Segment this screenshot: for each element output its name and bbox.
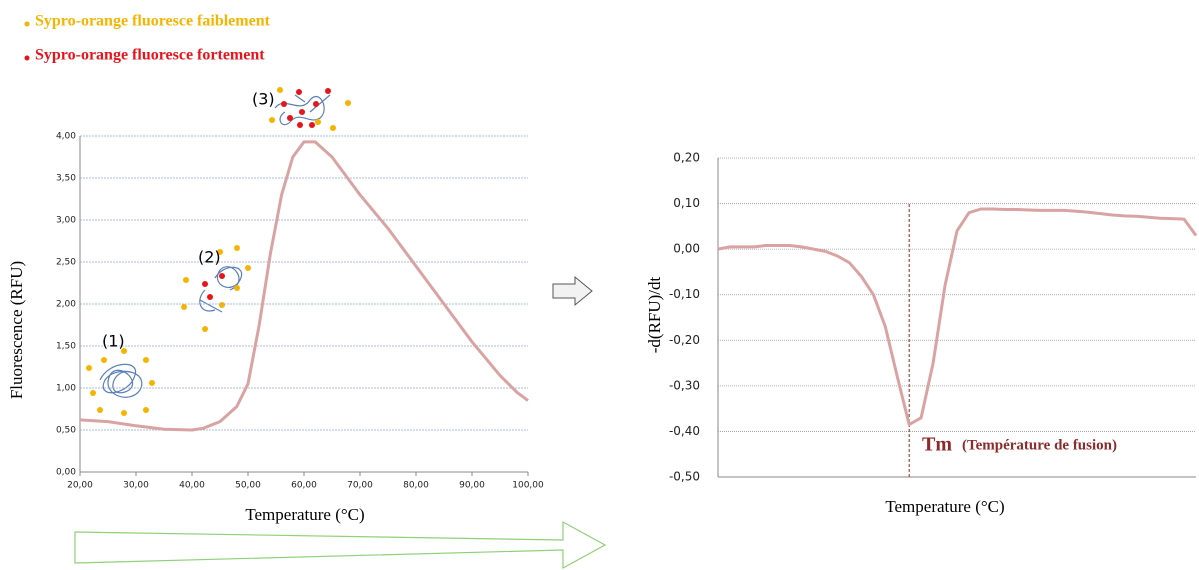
y-tick-label: 3,50 <box>56 174 76 184</box>
x-tick-label: 70,00 <box>347 481 373 491</box>
x-axis-title: Temperature (°C) <box>885 497 1004 516</box>
legend: Sypro-orange fluoresce faiblement Sypro-… <box>24 13 271 64</box>
y-tick-label: 2,50 <box>56 258 76 268</box>
annotation: (3) <box>252 90 275 109</box>
y-tick-label: 0,20 <box>673 151 700 165</box>
y-tick-label: -0,40 <box>669 424 700 438</box>
annotation: (2) <box>198 248 221 267</box>
legend-text: Sypro-orange fluoresce faiblement <box>35 13 271 30</box>
x-tick-label: 90,00 <box>459 481 485 491</box>
protein-unfolded-1 <box>99 363 143 398</box>
x-tick-label: 40,00 <box>179 481 205 491</box>
y-tick-label: -0,10 <box>669 287 700 301</box>
x-tick-label: 80,00 <box>403 481 429 491</box>
x-tick-label: 50,00 <box>235 481 261 491</box>
legend-bullet <box>24 21 30 27</box>
x-tick-label: 30,00 <box>123 481 149 491</box>
y-tick-label: 2,00 <box>56 300 76 310</box>
annotation: (Température de fusion) <box>962 437 1117 453</box>
x-tick-label: 60,00 <box>291 481 317 491</box>
y-tick-label: 0,50 <box>56 426 76 436</box>
y-tick-label: 3,00 <box>56 216 76 226</box>
legend-text: Sypro-orange fluoresce fortement <box>35 47 265 64</box>
y-axis-title: -d(RFU)/dt <box>645 276 664 353</box>
legend-bullet <box>24 55 30 61</box>
y-tick-label: 0,00 <box>56 468 76 478</box>
x-axis-title: Temperature (°C) <box>245 505 364 524</box>
y-tick-label: 0,00 <box>673 242 700 256</box>
y-tick-label: 0,10 <box>673 196 700 210</box>
transition-arrow <box>552 275 593 307</box>
x-tick-label: 100,00 <box>512 481 544 491</box>
y-tick-label: -0,20 <box>669 333 700 347</box>
x-tick-label: 20,00 <box>67 481 93 491</box>
annotation: (1) <box>102 332 125 351</box>
y-tick-label: 1,00 <box>56 384 76 394</box>
protein-partial-2 <box>199 266 243 313</box>
data-line <box>79 140 529 432</box>
y-tick-label: 4,00 <box>56 132 76 142</box>
y-axis-title: Fluorescence (RFU) <box>7 261 26 399</box>
protein-unfolded-3 <box>274 94 331 126</box>
y-tick-label: 1,50 <box>56 342 76 352</box>
y-tick-label: -0,30 <box>669 378 700 392</box>
dye-dots <box>86 87 351 416</box>
y-tick-label: -0,50 <box>669 470 700 484</box>
temperature-arrow <box>74 520 607 570</box>
annotation: Tm <box>922 434 952 456</box>
data-line <box>717 207 1198 427</box>
